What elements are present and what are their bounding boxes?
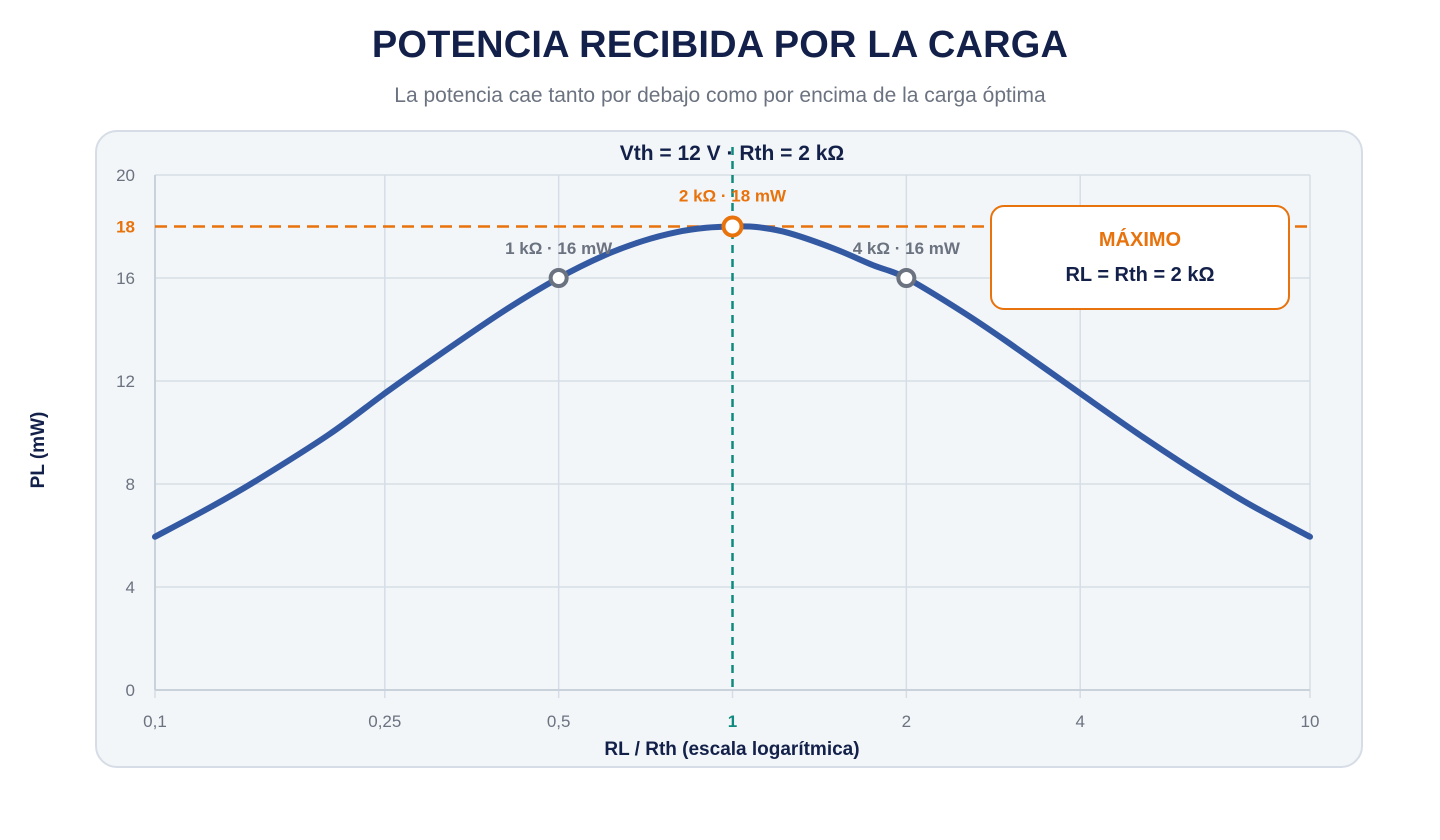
y-tick-label: 8	[126, 475, 135, 494]
x-tick-label: 0,5	[547, 712, 571, 731]
y-tick-label: 18	[116, 218, 135, 237]
page-subtitle: La potencia cae tanto por debajo como po…	[394, 84, 1046, 107]
x-axis-title: RL / Rth (escala logarítmica)	[604, 739, 859, 760]
highlight-points: 1 kΩ · 16 mW 2 kΩ · 18 mW 4 kΩ · 16 mW	[505, 187, 961, 288]
y-tick-label: 12	[116, 372, 135, 391]
y-axis-title: PL (mW)	[28, 412, 49, 489]
maximum-annotation-title: MÁXIMO	[1098, 229, 1182, 251]
x-tick-label: 0,25	[368, 712, 401, 731]
y-tick-label: 4	[126, 578, 135, 597]
page-title: POTENCIA RECIBIDA POR LA CARGA	[371, 24, 1069, 66]
y-tick-label: 20	[116, 166, 135, 185]
point-marker	[548, 268, 569, 288]
maximum-annotation-box: MÁXIMO RL = Rth = 2 kΩ	[990, 205, 1290, 310]
x-tick-label: 1	[728, 712, 737, 731]
point-label: 2 kΩ · 18 mW	[679, 187, 787, 206]
point-label: 1 kΩ · 16 mW	[505, 239, 613, 258]
maximum-annotation-text: RL = Rth = 2 kΩ	[1065, 264, 1215, 286]
x-tick-label: 4	[1075, 712, 1084, 731]
point-marker	[721, 215, 744, 238]
y-tick-label: 0	[126, 681, 135, 700]
x-tick-label: 0,1	[143, 712, 167, 731]
y-tick-label: 16	[116, 269, 135, 288]
point-label: 4 kΩ · 16 mW	[853, 239, 961, 258]
x-tick-label: 10	[1301, 712, 1320, 731]
x-tick-label: 2	[902, 712, 911, 731]
point-marker	[896, 268, 917, 288]
